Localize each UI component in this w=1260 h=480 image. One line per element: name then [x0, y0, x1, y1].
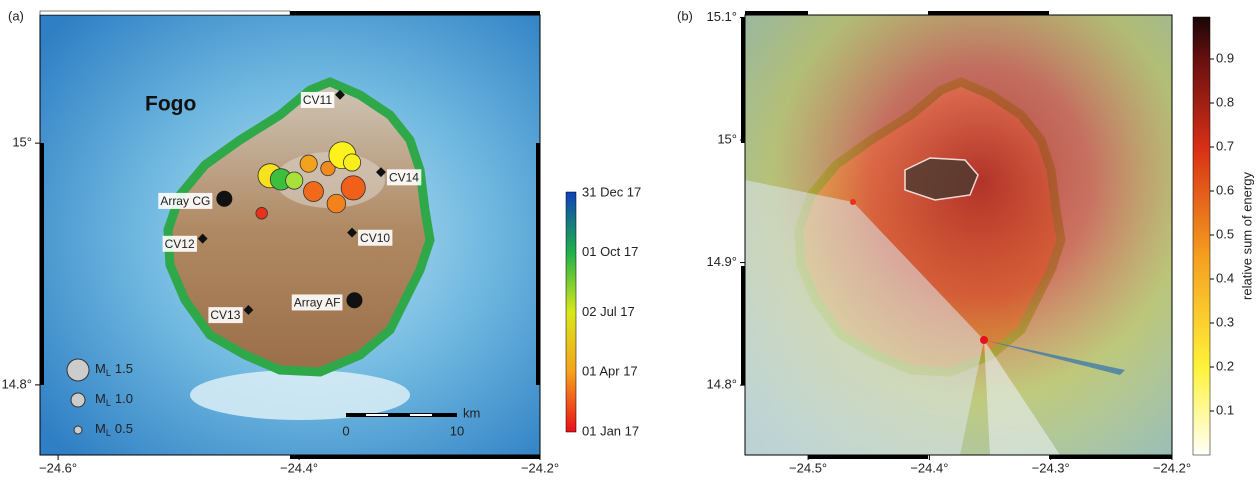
array [346, 292, 363, 309]
station [376, 167, 386, 178]
panel-label: (a) [8, 8, 24, 23]
colorbar-tick-label: 0.4 [1216, 270, 1234, 285]
x-tick-label: −24.4° [280, 460, 318, 475]
legend-label: ML 1.5 [95, 361, 133, 378]
event [303, 181, 324, 202]
y-tick-label: 15° [717, 131, 737, 146]
legend-magnitude: 0.5 [115, 421, 133, 436]
label-box [208, 307, 243, 324]
map-b [745, 15, 1172, 455]
legend-label: ML 0.5 [95, 421, 133, 438]
y-tick-label: 15° [12, 135, 32, 150]
source [980, 336, 988, 344]
x-tick-label: −24.6° [39, 460, 77, 475]
x-tick-label: −24.2° [1153, 460, 1191, 475]
colorbar-tick-label: 0.5 [1216, 226, 1234, 241]
label-box [291, 294, 343, 311]
x-tick-label: −24.4° [910, 460, 948, 475]
scale-end: 10 [450, 423, 464, 438]
colorbar-tick-label: 0.1 [1216, 402, 1234, 417]
label-box [300, 91, 335, 108]
x-tick-label: −24.3° [1032, 460, 1070, 475]
station-label: CV11 [303, 93, 332, 107]
scale-bar [346, 413, 457, 417]
legend-label: ML 1.0 [95, 391, 133, 408]
y-tick-label: 14.9° [706, 254, 737, 269]
station [347, 227, 357, 238]
station [243, 304, 254, 315]
event [343, 153, 362, 172]
legend-sub: L [106, 368, 111, 378]
legend-symbol [66, 358, 90, 382]
event [285, 171, 304, 190]
colorbar-a [565, 191, 577, 433]
colorbar-tick-label: 0.2 [1216, 358, 1234, 373]
y-tick-label: 14.8° [706, 377, 737, 392]
station-label: CV14 [389, 170, 419, 184]
station-label: CV13 [210, 308, 240, 322]
legend-magnitude: 1.5 [115, 361, 133, 376]
colorbar-title: relative sum of energy [1239, 172, 1254, 300]
array-label: Array AF [294, 295, 341, 309]
legend-symbol [70, 392, 86, 408]
event [320, 160, 336, 177]
legend-symbol-text: M [95, 361, 106, 376]
legend-magnitude: 1.0 [115, 391, 133, 406]
event [340, 175, 366, 201]
legend-symbol-text: M [95, 421, 106, 436]
colorbar-tick-label: 0.9 [1216, 50, 1234, 65]
colorbar-tick-label: 0.3 [1216, 314, 1234, 329]
label-box [162, 235, 197, 252]
label-box [358, 229, 393, 246]
x-tick-label: −24.2° [521, 460, 559, 475]
station-label: CV10 [360, 231, 390, 245]
station-label: CV12 [165, 237, 195, 251]
panel-label: (b) [677, 8, 693, 23]
array [216, 190, 233, 207]
label-box [386, 169, 422, 186]
legend-sub: L [106, 398, 111, 408]
colorbar-b [1192, 16, 1211, 456]
label-box [158, 192, 213, 209]
source [850, 199, 856, 205]
scale-start: 0 [342, 423, 349, 438]
station [197, 233, 208, 244]
colorbar-label: 31 Dec 17 [582, 184, 641, 199]
colorbar-tick-label: 0.8 [1216, 94, 1234, 109]
event [299, 154, 318, 173]
legend-symbol-text: M [95, 391, 106, 406]
colorbar-tick-label: 0.7 [1216, 138, 1234, 153]
colorbar-label: 01 Jan 17 [582, 423, 639, 438]
map-a [40, 15, 540, 455]
event [255, 207, 268, 220]
colorbar-label: 01 Apr 17 [582, 364, 638, 379]
scale-unit: km [463, 405, 480, 420]
island-name: Fogo [145, 93, 196, 116]
event [326, 193, 347, 214]
y-tick-label: 15.1° [706, 9, 737, 24]
legend-symbol [73, 425, 83, 435]
legend-sub: L [106, 428, 111, 438]
x-tick-label: −24.5° [789, 460, 827, 475]
colorbar-label: 02 Jul 17 [582, 304, 635, 319]
colorbar-label: 01 Oct 17 [582, 244, 638, 259]
colorbar-tick-label: 0.6 [1216, 182, 1234, 197]
y-tick-label: 14.8° [1, 376, 32, 391]
array-label: Array CG [160, 194, 210, 208]
